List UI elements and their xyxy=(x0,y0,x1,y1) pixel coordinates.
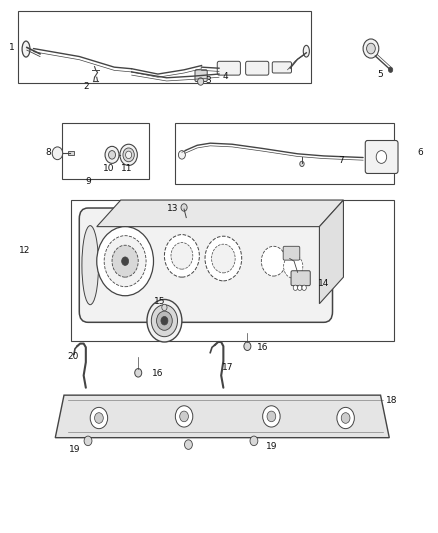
Text: 14: 14 xyxy=(318,279,329,288)
Text: 19: 19 xyxy=(69,446,81,455)
Circle shape xyxy=(84,436,92,446)
Circle shape xyxy=(293,285,297,290)
Circle shape xyxy=(147,300,182,342)
Circle shape xyxy=(205,236,242,281)
Circle shape xyxy=(95,413,103,423)
Circle shape xyxy=(156,311,172,330)
Text: 2: 2 xyxy=(83,82,88,91)
Text: 6: 6 xyxy=(417,148,423,157)
Circle shape xyxy=(184,440,192,449)
Text: 20: 20 xyxy=(67,352,78,361)
Ellipse shape xyxy=(22,41,30,57)
Ellipse shape xyxy=(303,45,309,57)
Bar xyxy=(68,151,74,156)
Polygon shape xyxy=(319,200,343,304)
Circle shape xyxy=(123,148,134,162)
FancyBboxPatch shape xyxy=(217,61,240,75)
Circle shape xyxy=(161,317,168,325)
Circle shape xyxy=(151,305,177,337)
Circle shape xyxy=(263,406,280,427)
Circle shape xyxy=(122,257,129,265)
Circle shape xyxy=(97,227,153,296)
Text: 7: 7 xyxy=(339,156,344,165)
Text: 19: 19 xyxy=(265,442,277,451)
Text: 11: 11 xyxy=(121,164,132,173)
Text: 15: 15 xyxy=(154,296,166,305)
Polygon shape xyxy=(55,395,389,438)
Bar xyxy=(18,11,311,83)
Circle shape xyxy=(120,144,138,165)
FancyBboxPatch shape xyxy=(291,271,310,286)
Circle shape xyxy=(341,413,350,423)
Circle shape xyxy=(135,368,142,377)
Text: 5: 5 xyxy=(378,70,383,78)
Circle shape xyxy=(126,151,132,159)
Text: 18: 18 xyxy=(386,396,397,405)
Circle shape xyxy=(90,407,108,429)
Circle shape xyxy=(52,147,63,160)
Circle shape xyxy=(104,236,146,287)
Circle shape xyxy=(212,244,235,273)
Text: 12: 12 xyxy=(19,246,30,255)
FancyBboxPatch shape xyxy=(195,70,207,82)
Circle shape xyxy=(109,151,116,159)
Circle shape xyxy=(162,304,167,311)
Circle shape xyxy=(181,204,187,211)
Circle shape xyxy=(250,436,258,446)
Ellipse shape xyxy=(82,225,99,305)
FancyBboxPatch shape xyxy=(272,62,291,73)
Circle shape xyxy=(376,151,387,164)
Circle shape xyxy=(178,151,185,159)
Bar xyxy=(62,123,149,179)
Text: 17: 17 xyxy=(222,363,233,372)
Circle shape xyxy=(389,67,393,72)
Circle shape xyxy=(112,245,138,277)
Circle shape xyxy=(302,285,306,290)
Text: 4: 4 xyxy=(223,71,228,80)
FancyBboxPatch shape xyxy=(365,141,398,173)
Bar xyxy=(175,123,394,184)
FancyBboxPatch shape xyxy=(283,246,300,260)
Circle shape xyxy=(363,39,379,58)
Circle shape xyxy=(297,285,302,290)
Text: 3: 3 xyxy=(205,76,211,85)
Circle shape xyxy=(267,411,276,422)
FancyBboxPatch shape xyxy=(79,208,332,322)
Circle shape xyxy=(284,255,303,278)
Circle shape xyxy=(164,235,199,277)
Circle shape xyxy=(198,78,204,85)
Circle shape xyxy=(300,161,304,166)
Text: 13: 13 xyxy=(167,204,179,213)
Circle shape xyxy=(244,342,251,351)
Circle shape xyxy=(180,411,188,422)
Text: 10: 10 xyxy=(103,164,115,173)
FancyBboxPatch shape xyxy=(246,61,269,75)
Bar xyxy=(71,200,394,341)
Text: 16: 16 xyxy=(152,369,164,378)
Circle shape xyxy=(337,407,354,429)
Circle shape xyxy=(261,246,286,276)
Text: 16: 16 xyxy=(257,343,268,352)
Text: 8: 8 xyxy=(46,148,52,157)
Circle shape xyxy=(171,243,193,269)
Circle shape xyxy=(105,147,119,164)
Circle shape xyxy=(175,406,193,427)
Text: 1: 1 xyxy=(9,43,14,52)
Polygon shape xyxy=(97,200,343,227)
Circle shape xyxy=(367,43,375,54)
Text: 9: 9 xyxy=(85,177,91,186)
